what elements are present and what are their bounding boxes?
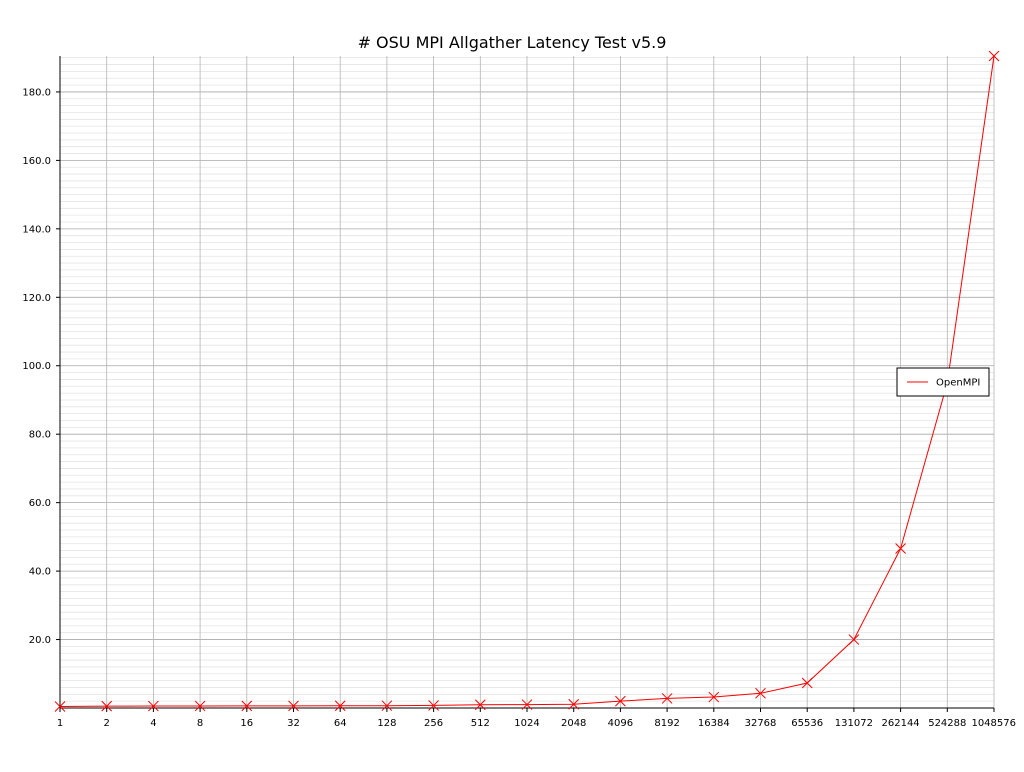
y-tick-label: 20.0 <box>29 635 51 646</box>
data-point-marker <box>568 698 580 710</box>
data-point-marker <box>241 700 253 712</box>
data-point-marker <box>755 687 766 699</box>
x-tick-label: 1048576 <box>971 718 1016 729</box>
x-tick-label: 524288 <box>928 718 966 729</box>
data-point-marker <box>334 700 346 712</box>
x-tick-label: 32768 <box>745 718 777 729</box>
x-tick-label: 65536 <box>791 718 823 729</box>
data-point-marker <box>895 543 906 554</box>
data-point-marker <box>428 700 439 711</box>
x-tick-label: 2 <box>104 718 110 729</box>
x-tick-label: 262144 <box>882 718 920 729</box>
legend: OpenMPI <box>896 367 990 397</box>
y-tick-label: 40.0 <box>29 567 51 578</box>
x-tick-label: 16384 <box>698 718 730 729</box>
data-point-marker <box>474 699 486 711</box>
data-point-marker <box>661 693 673 704</box>
chart-title: # OSU MPI Allgather Latency Test v5.9 <box>358 33 667 52</box>
x-tick-label: 512 <box>471 718 490 729</box>
y-tick-label: 120.0 <box>22 293 51 304</box>
x-tick-label: 131072 <box>835 718 873 729</box>
x-tick-label: 128 <box>377 718 396 729</box>
data-point-marker <box>194 700 206 712</box>
x-tick-label: 32 <box>287 718 300 729</box>
y-tick-label: 80.0 <box>29 430 51 441</box>
data-point-marker <box>708 691 720 703</box>
data-point-marker <box>54 701 66 712</box>
x-tick-label: 256 <box>424 718 443 729</box>
data-point-marker <box>101 700 113 712</box>
x-tick-label: 4096 <box>608 718 633 729</box>
x-tick-label: 2048 <box>561 718 586 729</box>
legend-label: OpenMPI <box>936 378 980 389</box>
grid-layer <box>59 56 995 708</box>
y-tick-label: 160.0 <box>22 156 51 167</box>
data-point-marker <box>988 50 1000 62</box>
data-point-marker <box>288 700 299 712</box>
axes-layer: 20.0 40.0 60.0 80.0 100.0 120.0 140.0 160.0 180.… <box>22 56 1016 729</box>
x-tick-label: 1024 <box>514 718 539 729</box>
x-tick-label: 4 <box>150 718 156 729</box>
data-point-marker <box>148 700 159 712</box>
x-tick-label: 8 <box>197 718 203 729</box>
x-tick-label: 16 <box>240 718 253 729</box>
x-tick-label: 8192 <box>654 718 679 729</box>
y-tick-label: 60.0 <box>29 498 51 509</box>
data-point-marker <box>521 699 533 710</box>
y-tick-label: 140.0 <box>22 224 51 235</box>
x-tick-label: 1 <box>57 718 63 729</box>
y-tick-label: 180.0 <box>22 87 51 98</box>
data-point-marker <box>615 695 626 707</box>
data-point-marker <box>801 677 813 689</box>
data-point-marker <box>381 700 393 712</box>
y-tick-label: 100.0 <box>22 361 51 372</box>
x-tick-label: 64 <box>334 718 347 729</box>
data-point-marker <box>848 634 860 645</box>
